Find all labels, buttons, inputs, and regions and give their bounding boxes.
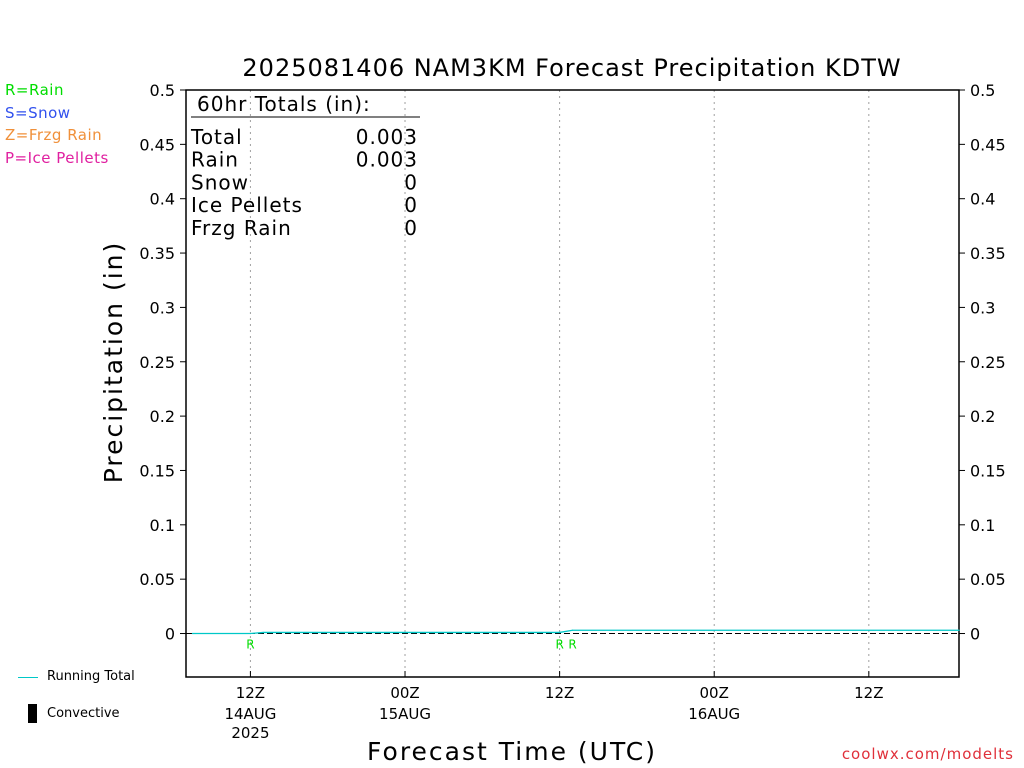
y-tick-label-right-3: 0.15 — [970, 461, 1006, 480]
x-tick-time-3: 00Z — [700, 684, 729, 702]
x-tick-date-1: 15AUG — [379, 705, 431, 723]
totals-row-value-1: 0.003 — [356, 148, 418, 172]
x-tick-time-4: 12Z — [854, 684, 883, 702]
legend-ice-pellets: P=Ice Pellets — [5, 149, 109, 167]
y-tick-label-right-8: 0.4 — [970, 190, 995, 209]
y-axis-label: Precipitation (in) — [99, 241, 128, 484]
y-tick-label-left-5: 0.25 — [139, 353, 175, 372]
chart-title: 2025081406 NAM3KM Forecast Precipitation… — [242, 54, 901, 82]
x-tick-time-0: 12Z — [236, 684, 265, 702]
series-point-0-5 — [958, 629, 960, 631]
legend-rain: R=Rain — [5, 81, 64, 99]
totals-row-value-0: 0.003 — [356, 125, 418, 149]
series-point-0-4 — [571, 629, 574, 631]
x-tick-time-1: 00Z — [390, 684, 419, 702]
totals-row-label-1: Rain — [191, 148, 239, 172]
y-tick-label-right-1: 0.05 — [970, 570, 1006, 589]
legend-frzg-rain: Z=Frzg Rain — [5, 126, 103, 144]
legend-snow: S=Snow — [5, 104, 71, 122]
y-tick-label-right-2: 0.1 — [970, 516, 995, 535]
totals-row-label-2: Snow — [191, 170, 249, 194]
y-tick-label-left-7: 0.35 — [139, 244, 175, 263]
y-tick-label-left-10: 0.5 — [150, 81, 175, 100]
y-tick-label-left-4: 0.2 — [150, 407, 175, 426]
running-total-swatch — [18, 677, 38, 678]
precip-marker-2: R — [568, 638, 576, 652]
series-point-0-0 — [191, 632, 194, 635]
totals-title: 60hr Totals (in): — [197, 92, 371, 116]
y-tick-label-left-2: 0.1 — [150, 516, 175, 535]
y-tick-label-right-5: 0.25 — [970, 353, 1006, 372]
y-tick-label-right-0: 0 — [970, 625, 980, 644]
totals-row-label-3: Ice Pellets — [191, 193, 303, 217]
x-tick-time-2: 12Z — [545, 684, 574, 702]
credit-text: coolwx.com/modelts — [841, 745, 1014, 763]
y-tick-label-right-9: 0.45 — [970, 135, 1006, 154]
x-axis-label: Forecast Time (UTC) — [367, 737, 657, 766]
running-total-label: Running Total — [47, 669, 135, 684]
precip-marker-1: R — [555, 638, 563, 652]
precip-marker-0: R — [246, 638, 254, 652]
series-point-0-2 — [262, 631, 264, 634]
x-tick-year-0: 2025 — [231, 724, 269, 742]
y-tick-label-right-4: 0.2 — [970, 407, 995, 426]
convective-swatch — [28, 704, 37, 723]
totals-row-value-2: 0 — [404, 170, 418, 194]
y-tick-label-left-3: 0.15 — [139, 461, 175, 480]
plot-frame — [185, 89, 960, 678]
totals-row-value-3: 0 — [404, 193, 418, 217]
y-tick-label-left-0: 0 — [165, 625, 175, 644]
x-tick-date-0: 14AUG — [224, 705, 276, 723]
convective-label: Convective — [47, 706, 120, 721]
y-tick-label-left-1: 0.05 — [139, 570, 175, 589]
y-tick-label-right-7: 0.35 — [970, 244, 1006, 263]
x-tick-date-3: 16AUG — [688, 705, 740, 723]
plot-area: 0 00.05 0.050.1 0.10.15 0.150.2 0.20.25 0.250.… — [139, 81, 1005, 742]
series-point-0-3 — [559, 631, 561, 634]
series-line-0 — [192, 629, 959, 635]
series-point-0-1 — [249, 632, 252, 635]
totals-row-label-4: Frzg Rain — [191, 216, 292, 240]
y-tick-label-right-10: 0.5 — [970, 81, 995, 100]
totals-row-value-4: 0 — [404, 216, 418, 240]
y-tick-label-right-6: 0.3 — [970, 298, 995, 317]
y-tick-label-left-6: 0.3 — [150, 298, 175, 317]
y-tick-label-left-8: 0.4 — [150, 190, 175, 209]
totals-row-label-0: Total — [190, 125, 243, 149]
y-tick-label-left-9: 0.45 — [139, 135, 175, 154]
